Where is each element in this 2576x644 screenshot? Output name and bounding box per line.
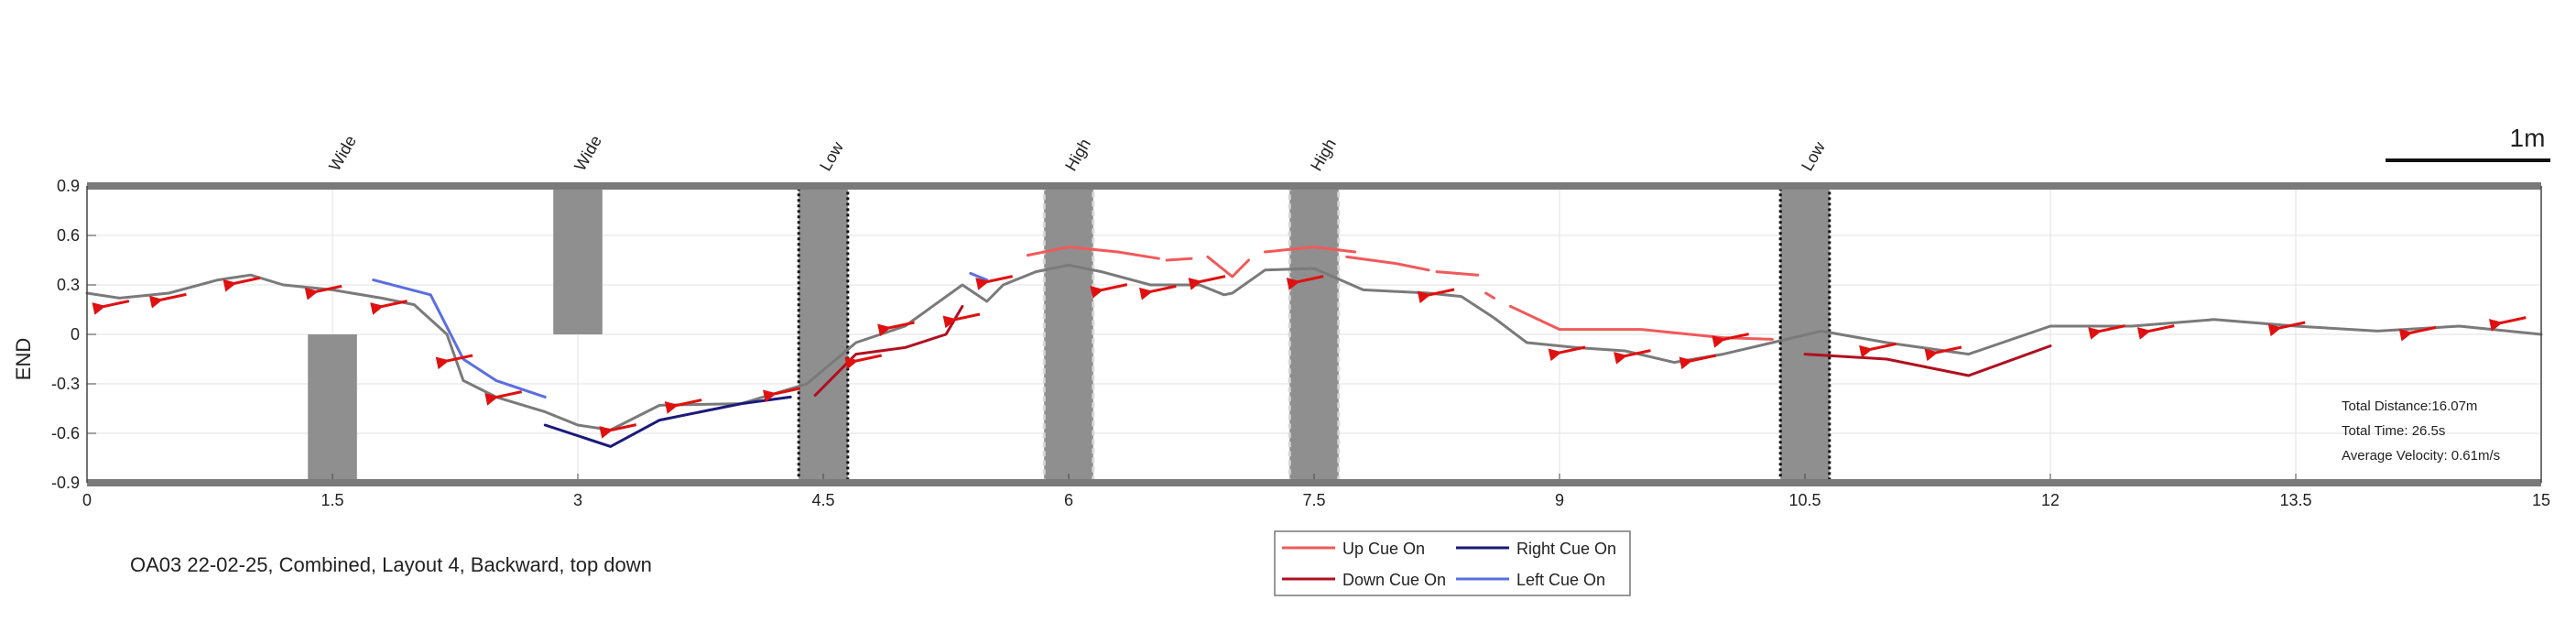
direction-arrow: [762, 387, 800, 403]
bottom-boundary: [87, 479, 2541, 486]
y-tick-label: -0.3: [51, 375, 80, 393]
series-up-line: [1263, 246, 1357, 254]
axes: 0 1.5 3 4.5 6 7.5 9 10.5 12 13.5 15 0.9 0.6 0.3 0 -0.3 -…: [51, 177, 2550, 509]
obstacle-high: [1288, 184, 1341, 485]
total-distance: Total Distance:16.07m: [2342, 398, 2477, 414]
x-tick-label: 4.5: [811, 491, 834, 509]
direction-arrow: [877, 321, 915, 337]
series-path-line: [85, 263, 2543, 431]
direction-arrow: [1188, 275, 1226, 290]
direction-arrow: [942, 312, 981, 329]
series-right-line: [543, 395, 792, 448]
y-tick-label: -0.6: [51, 424, 80, 442]
y-axis-label: END: [12, 338, 35, 380]
obstacle-high: [1042, 184, 1095, 485]
series-left-line: [969, 271, 989, 282]
x-tick-label: 3: [573, 491, 582, 509]
direction-arrow: [844, 354, 883, 370]
y-tick-label: -0.9: [51, 474, 80, 492]
direction-arrow: [1924, 345, 1962, 362]
series-left-line: [372, 278, 547, 398]
chart-caption: OA03 22-02-25, Combined, Layout 4, Backw…: [130, 553, 652, 576]
stats-panel: Total Distance:16.07m Total Time: 26.5s …: [2342, 398, 2500, 464]
direction-arrow: [599, 423, 637, 439]
obstacle-label: Low: [816, 138, 847, 174]
y-tick-label: 0: [71, 325, 80, 344]
scale-bar: 1m: [2386, 124, 2550, 162]
direction-arrow: [92, 300, 130, 315]
y-tick-label: 0.9: [57, 177, 80, 195]
direction-arrow: [484, 390, 522, 406]
series-up-line: [1026, 246, 1160, 260]
legend-label-down: Down Cue On: [1342, 571, 1446, 589]
scale-bar-label: 1m: [2510, 124, 2546, 152]
direction-arrow: [304, 284, 342, 300]
direction-arrow: [975, 275, 1013, 290]
series-up-line: [1206, 255, 1250, 278]
series-up-line: [1435, 270, 1480, 277]
x-tick-label: 7.5: [1302, 491, 1325, 509]
direction-arrow: [1138, 284, 1177, 300]
direction-arrow: [2267, 321, 2306, 337]
direction-arrow: [1286, 275, 1324, 290]
direction-arrow: [435, 354, 473, 370]
x-tick-label: 9: [1555, 491, 1564, 509]
x-tick-label: 10.5: [1788, 491, 1821, 509]
x-tick-label: 12: [2041, 491, 2060, 509]
direction-arrow: [664, 398, 702, 414]
x-tick-label: 1.5: [321, 491, 343, 509]
series-up-line: [1165, 257, 1193, 262]
direction-arrow: [148, 292, 187, 309]
y-tick-label: 0.3: [57, 276, 80, 294]
obstacles: Wide Wide Low High High Low: [308, 132, 1831, 485]
obstacle-label: High: [1061, 136, 1094, 174]
obstacle-label: Wide: [571, 132, 605, 174]
obstacle-wide: [553, 186, 603, 334]
direction-arrow: [1614, 349, 1651, 365]
direction-arrow: [223, 276, 261, 292]
direction-arrow: [2136, 324, 2175, 340]
series-down-line: [1803, 344, 2052, 377]
legend-label-left: Left Cue On: [1516, 571, 1605, 589]
direction-arrow: [370, 300, 408, 315]
direction-arrow: [2398, 325, 2437, 342]
series-up-line: [1345, 255, 1430, 272]
x-tick-label: 0: [82, 491, 92, 509]
direction-arrows: [92, 275, 2527, 439]
direction-arrow: [1859, 342, 1897, 358]
direction-arrow: [1679, 354, 1717, 370]
average-velocity: Average Velocity: 0.61m/s: [2342, 448, 2500, 464]
legend-label-up: Up Cue On: [1342, 540, 1425, 558]
direction-arrow: [1548, 345, 1586, 362]
direction-arrow: [1712, 333, 1749, 348]
x-tick-label: 13.5: [2279, 491, 2311, 509]
obstacle-low: [797, 184, 850, 485]
series: [85, 246, 2543, 448]
direction-arrow: [2488, 316, 2527, 332]
obstacle-label: High: [1307, 136, 1340, 174]
obstacle-wide: [308, 334, 357, 483]
series-up-line: [1484, 291, 1495, 300]
x-tick-label: 6: [1064, 491, 1073, 509]
legend-label-right: Right Cue On: [1516, 540, 1616, 558]
obstacle-label: Low: [1798, 138, 1829, 174]
series-up-line: [1508, 304, 1774, 341]
top-boundary: [87, 182, 2541, 190]
x-tick-label: 15: [2532, 491, 2550, 509]
total-time: Total Time: 26.5s: [2342, 423, 2445, 439]
obstacle-label: Wide: [325, 132, 360, 174]
y-tick-label: 0.6: [57, 226, 80, 245]
legend: Up Cue On Right Cue On Down Cue On Left …: [1274, 530, 1631, 596]
legend-box: [1274, 530, 1631, 596]
direction-arrow: [1417, 288, 1455, 304]
direction-arrow: [1090, 283, 1128, 299]
direction-arrow: [2088, 324, 2125, 340]
